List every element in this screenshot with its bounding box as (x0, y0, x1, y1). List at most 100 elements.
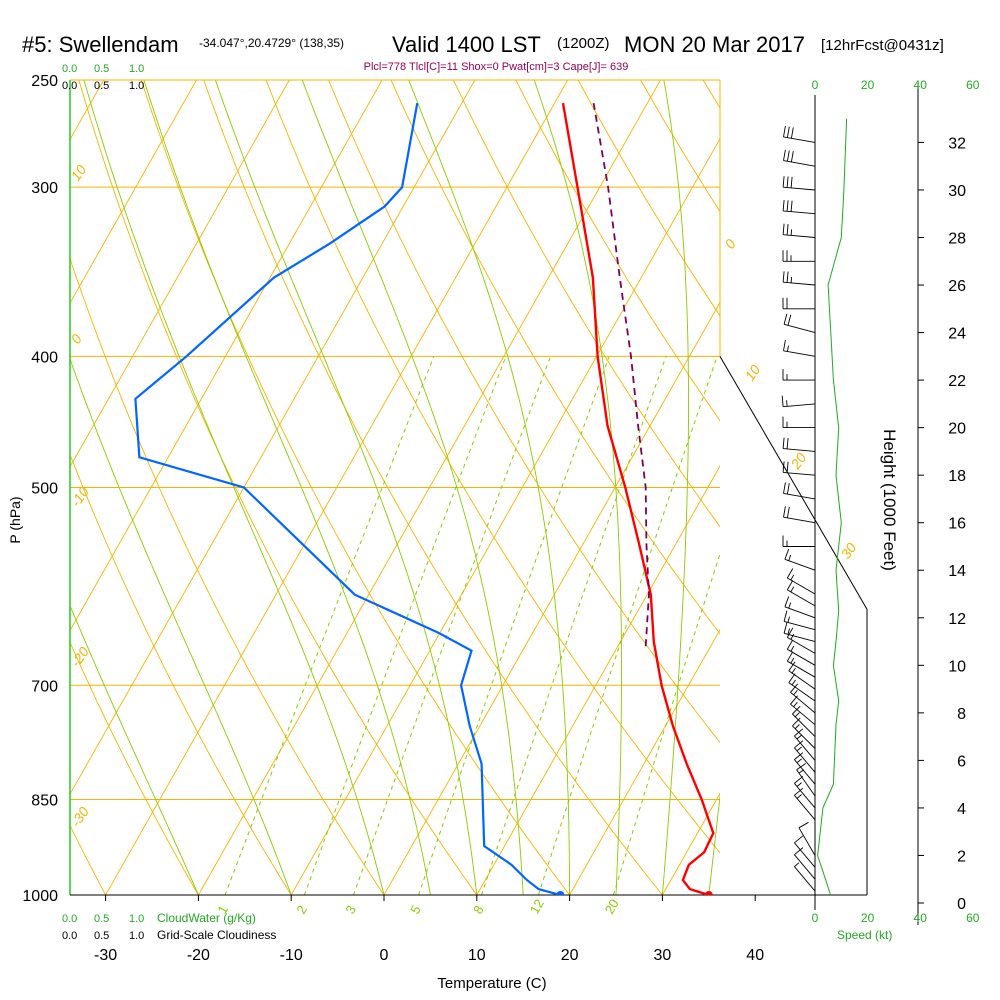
height-tick-label: 4 (957, 801, 966, 818)
pressure-tick-label: 850 (31, 792, 58, 809)
moist-adiabat (214, 80, 478, 895)
wind-barb (786, 627, 816, 654)
height-tick-label: 10 (948, 658, 966, 675)
wind-barb (790, 695, 816, 726)
pressure-tick-label: 400 (31, 349, 58, 366)
height-tick-label: 22 (948, 373, 966, 390)
wind-barb (792, 705, 816, 737)
y-axis-title: P (hPa) (7, 496, 23, 543)
mixing-ratio-line (303, 356, 507, 895)
wind-barb (788, 673, 816, 702)
dry-adiabat-label: 20 (787, 450, 810, 473)
wind-barb (783, 482, 816, 500)
dry-adiabat (828, 80, 1000, 895)
height-tick-label: 18 (948, 468, 966, 485)
dry-adiabat (890, 80, 1000, 895)
height-tick-label: 30 (948, 183, 966, 200)
height-tick-label: 0 (957, 896, 966, 913)
dry-adiabat (515, 80, 720, 422)
dry-adiabat (702, 80, 720, 109)
cloudiness-scale-top-0: 0.0 (62, 80, 77, 92)
isotherm-line (0, 80, 11, 895)
sounding-indices: Plcl=778 Tlcl[C]=11 Shox=0 Pwat[cm]=3 Ca… (364, 61, 629, 73)
x-tick-label: -10 (280, 947, 303, 964)
wind-barb (788, 661, 816, 690)
dry-adiabat (390, 80, 720, 635)
height-tick-label: 20 (948, 421, 966, 438)
x-tick-label: -30 (94, 947, 117, 964)
isotherm-line (70, 80, 383, 632)
speed-tick-label: 40 (914, 78, 928, 92)
pressure-tick-label: 500 (31, 481, 58, 498)
mixing-ratio-line (481, 356, 667, 895)
valid-time: Valid 1400 LST (392, 32, 541, 57)
x-tick-label: 10 (468, 947, 486, 964)
mixing-ratio-label: 2 (293, 903, 310, 917)
wind-barb (781, 395, 816, 408)
mixing-ratio-line (612, 552, 720, 895)
moist-adiabat (70, 357, 292, 895)
moist-adiabat (802, 80, 942, 895)
moist-adiabat (301, 80, 524, 895)
wind-barb (782, 297, 815, 310)
moist-adiabat (755, 80, 867, 895)
mixing-ratio-line (353, 356, 551, 895)
x-tick-label: -20 (187, 947, 210, 964)
wind-barb (796, 763, 816, 797)
wind-barb (782, 176, 816, 191)
dry-adiabat (140, 80, 570, 895)
cloudiness-scale-bottom-1: 0.5 (94, 930, 109, 942)
wind-barb (782, 416, 815, 429)
cloudwater-scale-bottom-2: 1.0 (129, 913, 144, 925)
cloudwater-scale-bottom-1: 0.5 (94, 913, 109, 925)
wind-barb (794, 835, 816, 868)
wind-barb (786, 568, 816, 595)
dry-adiabat (265, 80, 720, 854)
wind-barb (783, 313, 816, 334)
wind-barb (782, 250, 815, 262)
surface-dewpoint-marker (556, 891, 565, 895)
moist-adiabat (708, 792, 720, 895)
wind-barb (786, 651, 816, 678)
isotherm-line (105, 80, 569, 895)
x-tick-label: 0 (380, 947, 389, 964)
dry-adiabat-label: -20 (67, 644, 92, 670)
mixing-ratio-label: 3 (342, 903, 359, 917)
mixing-ratio-line (418, 356, 610, 895)
wind-speed-line (817, 118, 848, 897)
wind-barb (794, 862, 816, 892)
dry-adiabat (953, 80, 1000, 895)
wind-barb (782, 535, 815, 547)
x-tick-label: 20 (561, 947, 579, 964)
speed-tick-label: 40 (914, 911, 928, 925)
height-tick-label: 14 (948, 563, 966, 580)
mixing-ratio-label: 8 (470, 903, 487, 917)
cloudiness-scale-bottom-0: 0.0 (62, 930, 77, 942)
height-tick-label: 8 (957, 706, 966, 723)
wind-barb (794, 787, 816, 821)
wind-barb (794, 847, 816, 880)
plot-frame (69, 79, 868, 896)
moist-adiabat (70, 604, 199, 895)
moist-adiabats (70, 80, 942, 895)
pressure-tick-label: 700 (31, 678, 58, 695)
valid-date: MON 20 Mar 2017 (624, 32, 805, 57)
wind-barb (783, 125, 816, 143)
wind-barb (794, 775, 816, 809)
wind-barb (783, 610, 816, 631)
wind-barb (794, 740, 816, 773)
wind-barb (783, 506, 816, 524)
parcel-path-line (592, 102, 650, 647)
speed-axis-title: Speed (kt) (837, 928, 892, 942)
x-tick-label: 40 (746, 947, 764, 964)
wind-barb (784, 596, 816, 619)
isotherm-line (941, 80, 1000, 895)
mixing-ratio-label: 20 (602, 896, 622, 916)
wind-barb (783, 149, 816, 167)
pressure-tick-label: 250 (31, 73, 58, 90)
height-tick-label: 32 (948, 135, 966, 152)
cloudwater-scale-top-1: 0.5 (94, 63, 109, 75)
dewpoint-line (134, 102, 561, 895)
wind-barb (783, 339, 816, 357)
